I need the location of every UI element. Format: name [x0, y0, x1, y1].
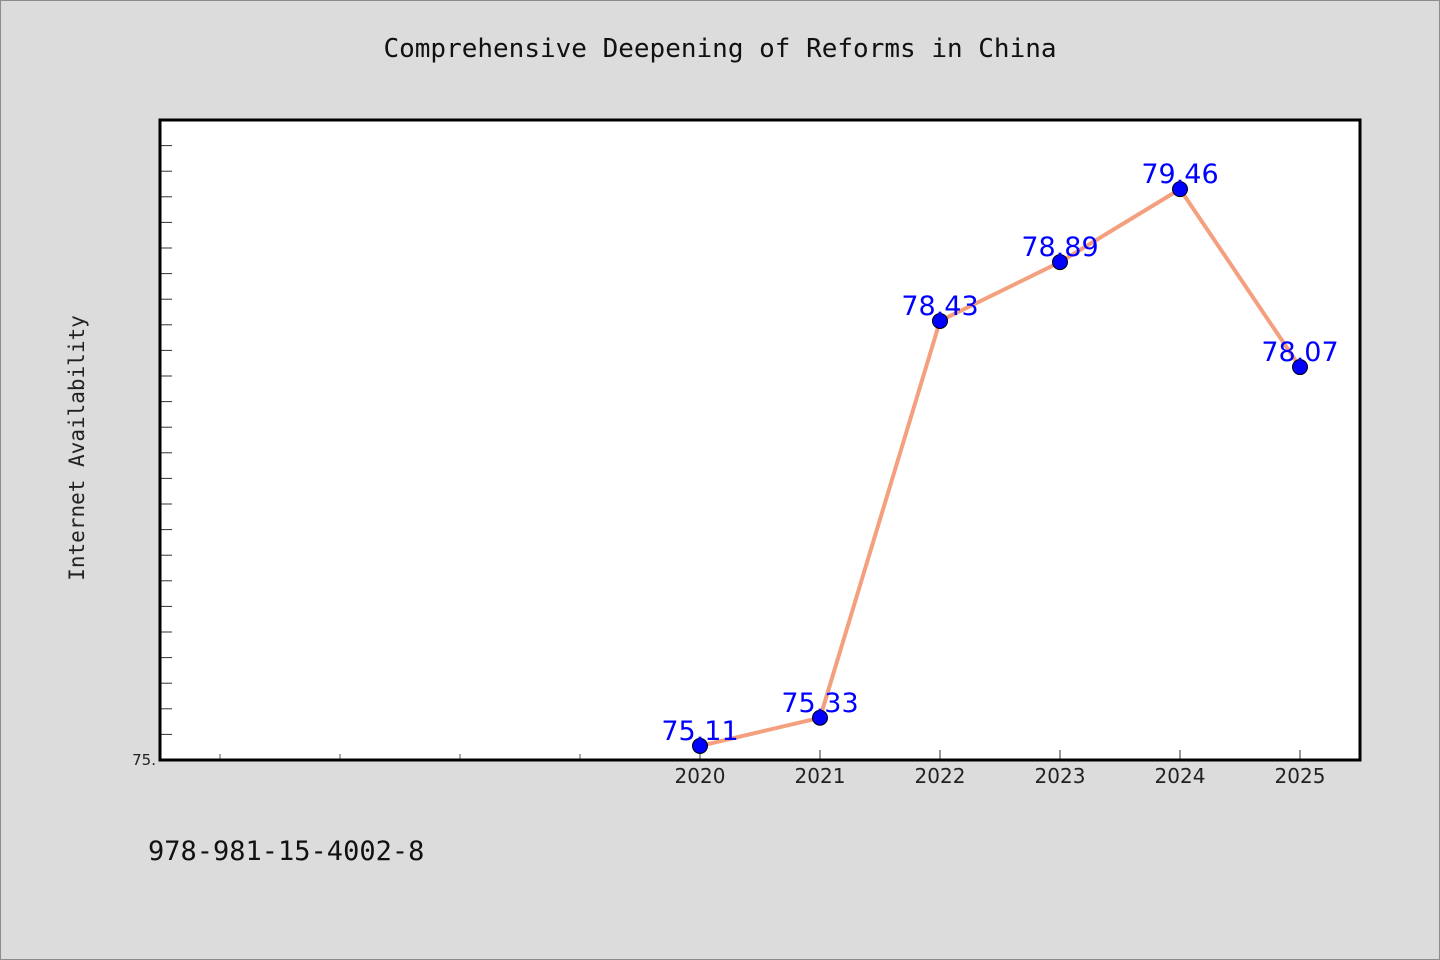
plot-border [158, 118, 1362, 762]
footnote-isbn: 978-981-15-4002-8 [148, 836, 425, 867]
plot-area [160, 120, 1360, 760]
data-point [1172, 181, 1188, 198]
data-label: 78.89 [1021, 232, 1098, 263]
data-label: 78.43 [901, 291, 978, 322]
data-point [812, 709, 828, 726]
x-tick-label: 2025 [1275, 764, 1326, 788]
data-label: 78.07 [1261, 337, 1338, 368]
data-point [1292, 359, 1308, 376]
data-label: 75.33 [781, 688, 858, 719]
x-tick-label: 2024 [1155, 764, 1206, 788]
chart-title: Comprehensive Deepening of Reforms in Ch… [383, 34, 1057, 64]
data-point [692, 737, 708, 754]
x-tick-label: 2022 [915, 764, 966, 788]
x-tick-label: 2020 [675, 764, 726, 788]
data-point [1052, 254, 1068, 271]
x-tick-label: 2023 [1035, 764, 1086, 788]
x-tick-label: 2021 [795, 764, 846, 788]
series-line [699, 187, 1302, 748]
data-label: 79.46 [1141, 159, 1218, 190]
data-point [932, 312, 948, 329]
y-tick-label: 75. [132, 751, 156, 769]
data-label: 75.11 [661, 716, 738, 747]
